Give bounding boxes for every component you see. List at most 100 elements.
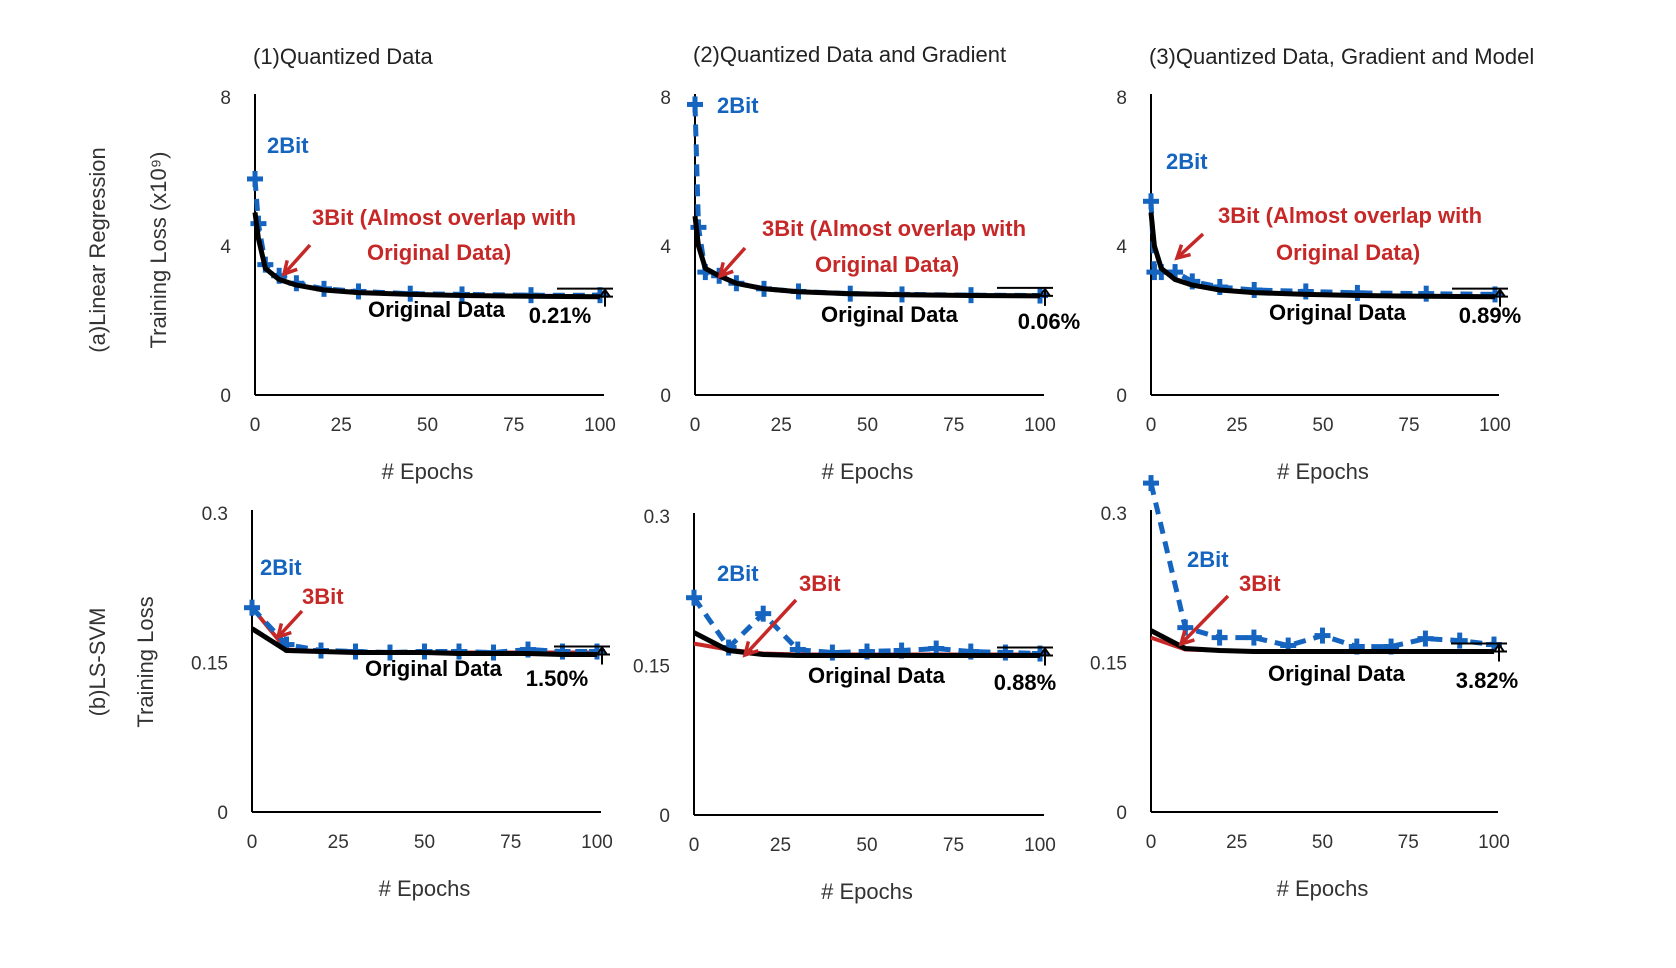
row-label: (b)LS-SVM (85, 608, 110, 717)
x-tick-label: 50 (857, 415, 878, 436)
arrow-3bit (742, 598, 798, 658)
series-q2-marker (1211, 629, 1228, 646)
panel-title: (2)Quantized Data and Gradient (693, 42, 1006, 67)
label-3bit: 3Bit (799, 571, 841, 596)
label-2bit: 2Bit (267, 133, 309, 158)
panel-title: (1)Quantized Data (253, 44, 434, 69)
y-tick-label: 0.3 (1101, 504, 1127, 525)
label-3bit-line1: 3Bit (Almost overlap with (1218, 203, 1482, 228)
label-3bit: 3Bit (Almost overlap with Original Data) (762, 216, 1026, 277)
x-tick-label: 0 (689, 835, 700, 856)
gap-percent-label: 0.06% (1018, 309, 1080, 334)
y-tick-label: 0 (1116, 386, 1127, 407)
x-tick-label: 75 (1398, 832, 1419, 853)
arrow-3bit (1178, 594, 1230, 647)
y-axis-label: Training Loss (x10⁹) (146, 152, 171, 349)
gap-bracket (997, 286, 1053, 306)
y-tick-label: 0.3 (202, 504, 228, 525)
chart-panel-1: (1)Quantized Data 0 4 8 0 25 50 75 100 # Epochs 0.… (220, 44, 615, 484)
label-2bit: 2Bit (1166, 149, 1208, 174)
series-q2-marker (247, 170, 263, 187)
x-tick-label: 25 (328, 832, 349, 853)
y-tick-label: 0 (1116, 803, 1127, 824)
label-3bit-line1: 3Bit (Almost overlap with (312, 205, 576, 230)
arrow-3bit (717, 246, 747, 279)
x-tick-label: 75 (1398, 415, 1419, 436)
x-tick-label: 0 (1146, 832, 1157, 853)
y-tick-label: 8 (1116, 88, 1127, 109)
label-3bit: 3Bit (Almost overlap with Original Data) (1218, 203, 1482, 265)
y-tick-label: 8 (220, 88, 231, 109)
x-tick-label: 25 (770, 835, 791, 856)
x-tick-label: 0 (247, 832, 258, 853)
chart-panel-6: 0 0.15 0.3 0 25 50 75 100 # Epochs 3.82% 2Bit 3Bit O… (1090, 475, 1518, 901)
x-tick-label: 0 (250, 415, 261, 436)
label-3bit-line2: Original Data) (1276, 240, 1420, 265)
x-tick-label: 100 (1479, 415, 1511, 436)
x-tick-label: 50 (414, 832, 435, 853)
x-axis-label: # Epochs (821, 879, 913, 904)
series-q2-marker (1417, 630, 1434, 647)
x-axis-label: # Epochs (1277, 459, 1369, 484)
y-tick-label: 0.15 (633, 657, 670, 678)
arrow-3bit (275, 609, 304, 640)
series-q2-marker (1451, 632, 1468, 649)
gap-percent-label: 1.50% (526, 666, 588, 691)
x-axis-label: # Epochs (822, 459, 914, 484)
x-tick-label: 100 (1024, 415, 1056, 436)
x-tick-label: 25 (771, 415, 792, 436)
gap-percent-label: 3.82% (1456, 668, 1518, 693)
x-tick-label: 50 (856, 835, 877, 856)
y-axis-label: Training Loss (133, 596, 158, 727)
gap-bracket (554, 645, 610, 665)
label-original-data: Original Data (1268, 661, 1406, 686)
y-tick-label: 0 (217, 803, 228, 824)
series-orig-line (1148, 212, 1496, 300)
series-orig-line (252, 212, 601, 300)
series-q2-line (252, 178, 600, 298)
chart-panel-3: (3)Quantized Data, Gradient and Model 0 4 8… (1116, 44, 1534, 484)
gap-percent-label: 0.88% (994, 670, 1056, 695)
x-tick-label: 75 (943, 415, 964, 436)
chart-panel-2: (2)Quantized Data and Gradient 0 4 8 0 25 50 75… (660, 42, 1080, 484)
x-tick-label: 100 (584, 415, 616, 436)
y-tick-label: 4 (1116, 237, 1127, 258)
x-axis-label: # Epochs (382, 459, 474, 484)
x-axis-label: # Epochs (1277, 876, 1369, 901)
series-q2-marker (1143, 193, 1159, 210)
y-tick-label: 0 (660, 386, 671, 407)
arrow-3bit (1174, 232, 1205, 261)
label-3bit-line2: Original Data) (815, 252, 959, 277)
x-tick-label: 50 (1312, 832, 1333, 853)
x-tick-label: 50 (1312, 415, 1333, 436)
x-axis-label: # Epochs (379, 876, 471, 901)
y-tick-label: 4 (660, 237, 671, 258)
y-tick-label: 0 (659, 806, 670, 827)
y-tick-label: 4 (220, 237, 231, 258)
chart-panel-5: 0 0.15 0.3 0 25 50 75 100 # Epochs 0.88% 2Bit 3Bit O… (633, 507, 1056, 904)
row-label: (a)Linear Regression (85, 147, 110, 352)
label-3bit: 3Bit (302, 584, 344, 609)
series-q2-marker (1143, 475, 1159, 492)
x-tick-label: 0 (1146, 415, 1157, 436)
x-tick-label: 75 (500, 832, 521, 853)
label-original-data: Original Data (821, 302, 959, 327)
label-2bit: 2Bit (260, 555, 302, 580)
x-tick-label: 25 (1226, 832, 1247, 853)
series-q2-marker (824, 644, 841, 661)
arrow-3bit (281, 243, 312, 277)
gap-percent-label: 0.21% (529, 303, 591, 328)
series-q2-marker (687, 96, 703, 113)
label-3bit-line1: 3Bit (Almost overlap with (762, 216, 1026, 241)
x-tick-label: 100 (1478, 832, 1510, 853)
x-tick-label: 100 (581, 832, 613, 853)
series-q2-marker (686, 589, 702, 606)
label-3bit-line2: Original Data) (367, 240, 511, 265)
x-tick-label: 0 (690, 415, 701, 436)
gap-bracket (1451, 642, 1507, 662)
x-tick-label: 75 (943, 835, 964, 856)
x-tick-label: 75 (503, 415, 524, 436)
x-tick-label: 100 (1024, 835, 1056, 856)
gap-bracket (997, 646, 1053, 666)
series-orig-line (1149, 628, 1494, 654)
